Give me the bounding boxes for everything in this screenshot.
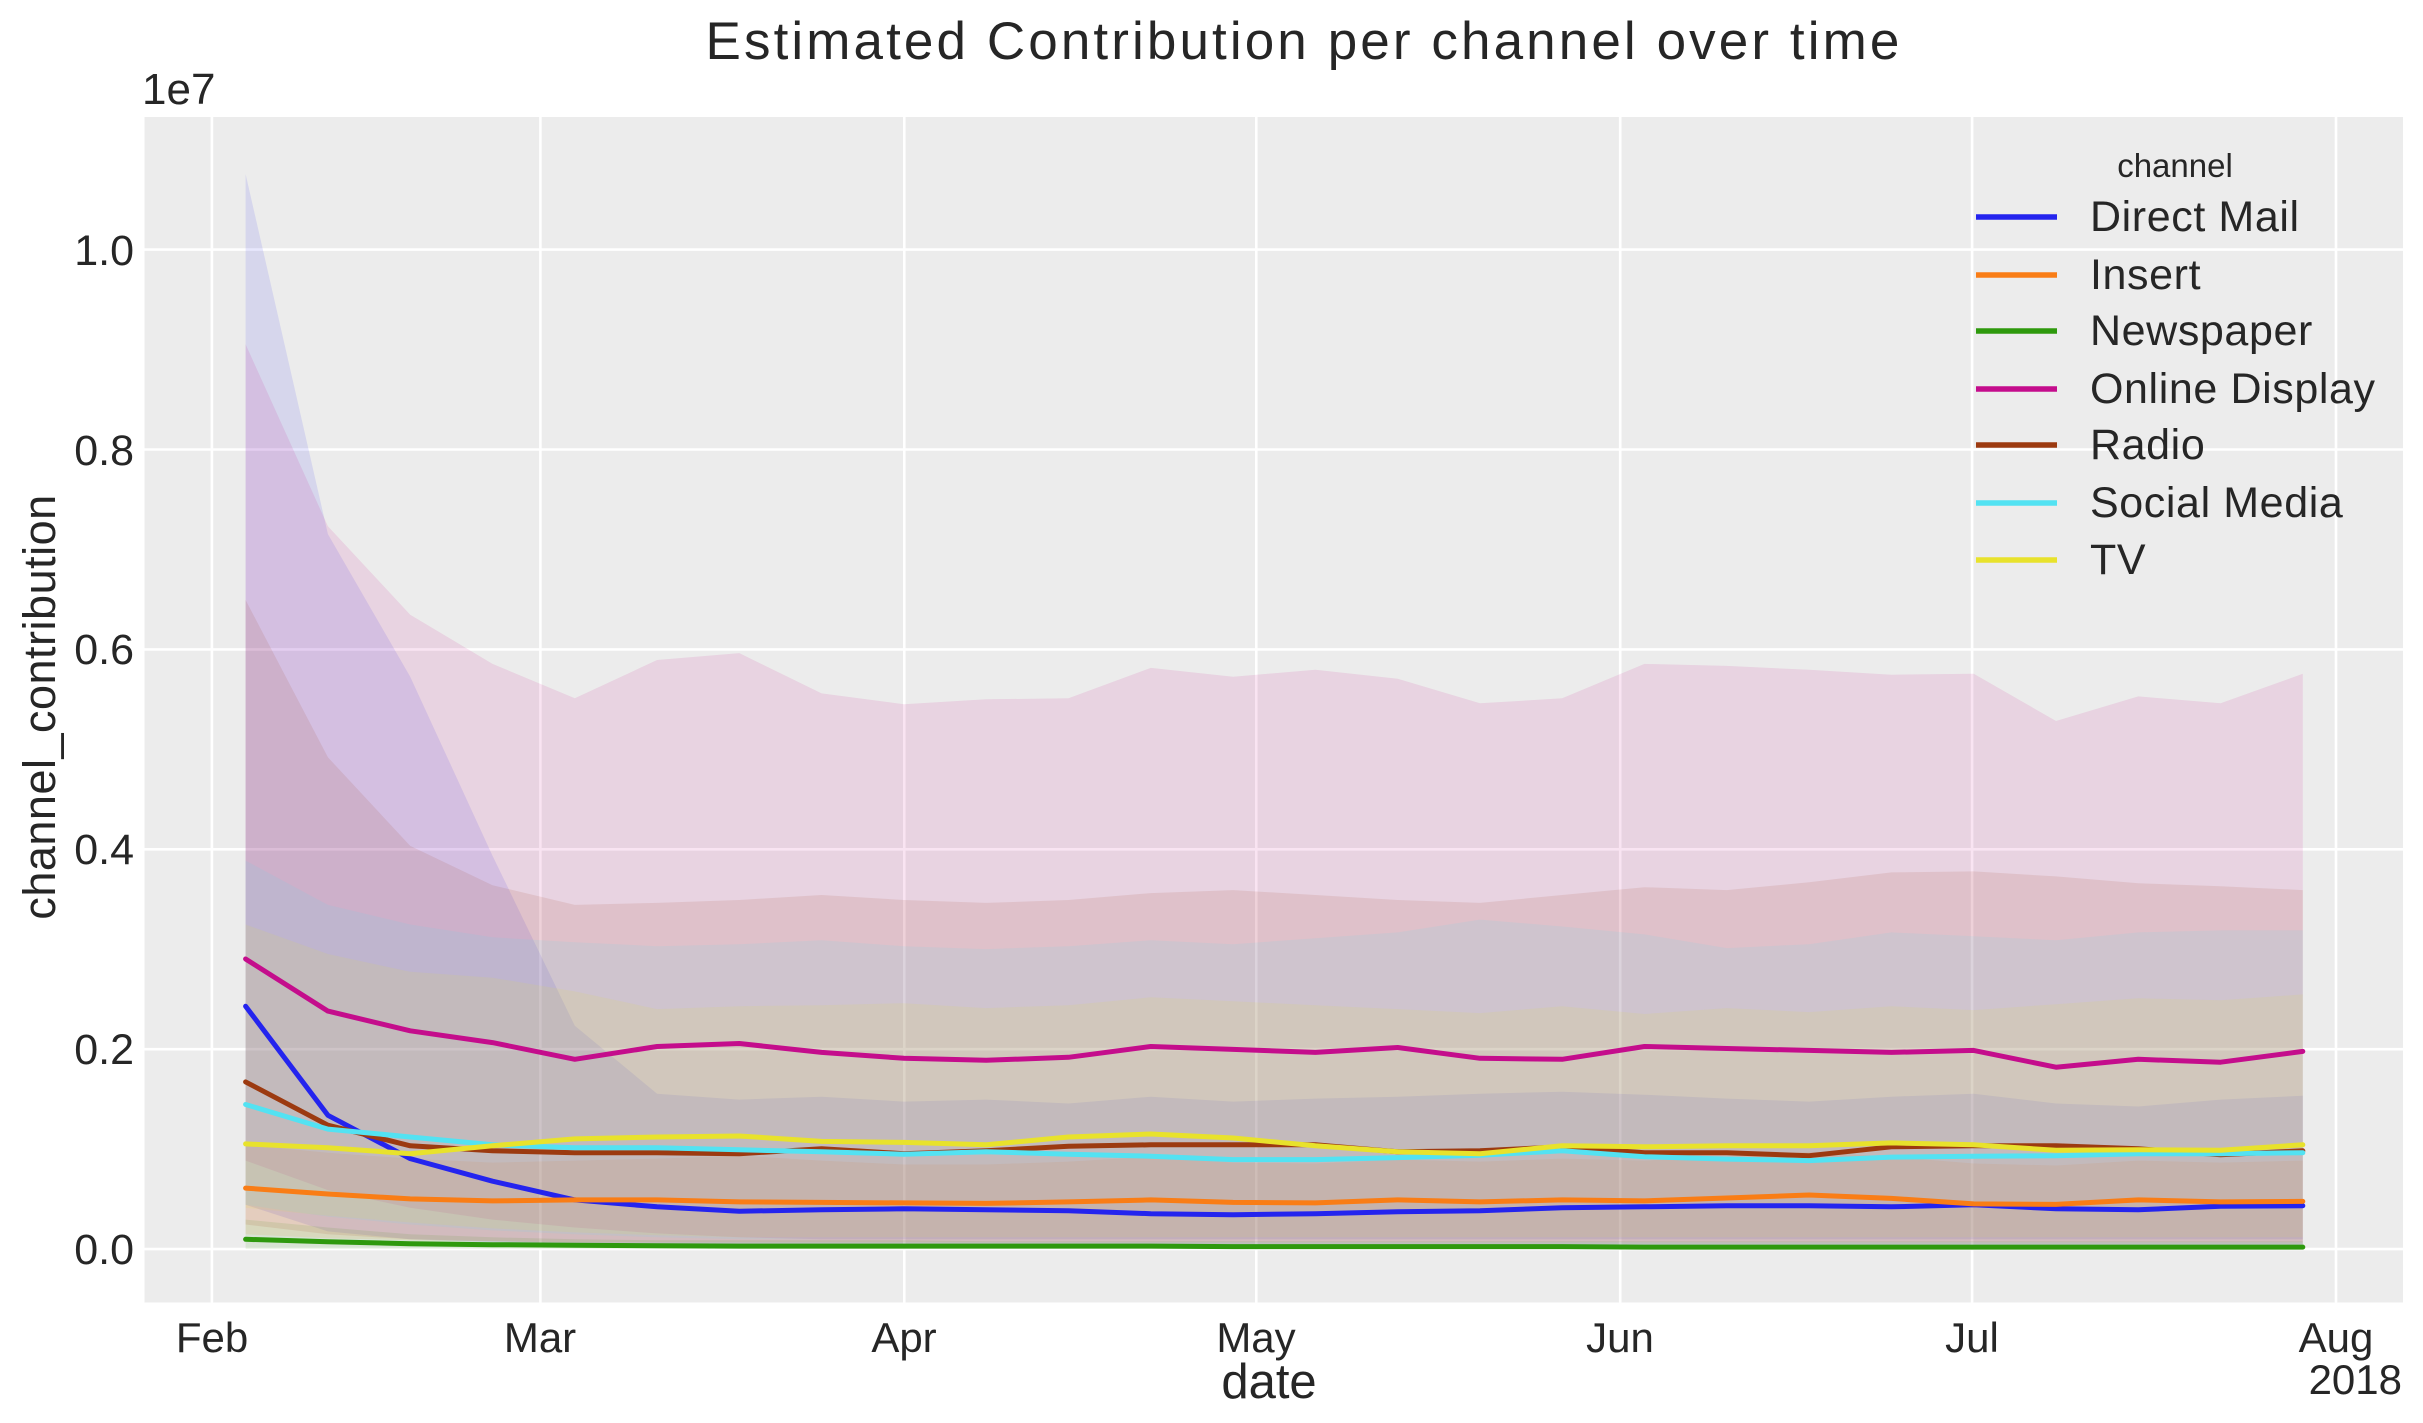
svg-text:Insert: Insert bbox=[2090, 251, 2201, 299]
svg-text:Radio: Radio bbox=[2090, 421, 2205, 469]
svg-text:Social Media: Social Media bbox=[2090, 479, 2343, 527]
svg-text:TV: TV bbox=[2090, 536, 2146, 584]
svg-text:Newspaper: Newspaper bbox=[2090, 307, 2313, 355]
svg-text:Direct Mail: Direct Mail bbox=[2090, 193, 2300, 241]
svg-text:Online Display: Online Display bbox=[2090, 365, 2376, 413]
